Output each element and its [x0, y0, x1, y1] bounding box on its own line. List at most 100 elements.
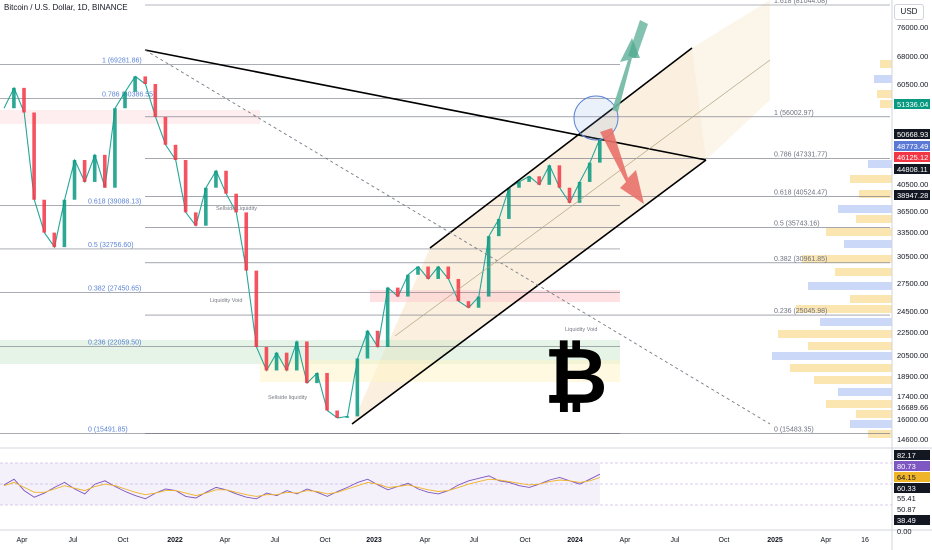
- price-candle: [517, 181, 521, 188]
- price-candle: [537, 176, 541, 185]
- price-candle: [32, 112, 36, 200]
- price-candle: [547, 165, 552, 185]
- time-axis-label: Apr: [420, 537, 432, 544]
- price-candle: [395, 287, 400, 297]
- currency-button[interactable]: USD: [894, 4, 924, 20]
- fib-label-right: 0.618 (40524.47): [774, 190, 827, 197]
- price-axis-label: 24500.00: [897, 307, 928, 316]
- price-candle: [214, 170, 218, 188]
- chart-annotation: Liquidity Void: [565, 327, 597, 333]
- volume-profile-bar: [790, 364, 892, 372]
- price-candle: [234, 193, 238, 213]
- volume-profile-bar: [874, 75, 892, 83]
- highlight-circle: [573, 95, 619, 141]
- price-tag-label: 48773.49: [897, 142, 928, 151]
- fib-label-right: 0.236 (25045.98): [774, 308, 827, 315]
- price-candle: [587, 162, 592, 182]
- price-candle: [375, 330, 380, 348]
- liquidity-zone: [260, 360, 620, 382]
- time-axis-label: Jul: [671, 537, 680, 544]
- rsi-tag-label: 80.73: [897, 462, 916, 471]
- time-axis-label: Jul: [470, 537, 479, 544]
- price-candle: [103, 154, 107, 188]
- volume-profile-bar: [844, 240, 892, 248]
- volume-profile-bar: [814, 376, 892, 384]
- price-candle: [193, 212, 198, 226]
- channel-upper-line: [429, 47, 693, 249]
- price-candle: [224, 170, 228, 194]
- fib-label-right: 1.618 (81044.08): [774, 0, 827, 5]
- price-axis-label: 17400.00: [897, 392, 928, 401]
- price-candle: [345, 416, 350, 418]
- price-tag: [894, 141, 930, 151]
- volume-profile-bar: [835, 268, 892, 276]
- price-candle: [436, 266, 440, 279]
- price-tag: [894, 190, 930, 200]
- price-axis-label: 27500.00: [897, 279, 928, 288]
- price-axis-label: 14600.00: [897, 435, 928, 444]
- price-axis-label: 22500.00: [897, 328, 928, 337]
- price-candle: [567, 187, 572, 203]
- volume-profile-bar: [850, 420, 892, 428]
- rsi-ma-line: [3, 477, 601, 497]
- price-candle: [72, 160, 77, 200]
- price-candle: [254, 270, 259, 348]
- price-candle: [557, 165, 562, 188]
- volume-profile-bar: [850, 175, 892, 183]
- price-candle: [183, 160, 188, 213]
- price-axis-label: 40500.00: [897, 180, 928, 189]
- time-axis-label: Apr: [220, 537, 232, 544]
- price-candle: [305, 341, 309, 384]
- bitcoin-logo-icon: ₿: [544, 332, 608, 422]
- price-tag-label: 44808.11: [897, 165, 928, 174]
- price-candle: [52, 232, 57, 248]
- fib-label-left: 0.382 (27450.65): [88, 285, 141, 292]
- price-candle: [466, 301, 471, 308]
- volume-profile-bar: [808, 282, 892, 290]
- volume-profile-bar: [802, 255, 892, 263]
- price-axis-label: 68000.00: [897, 52, 928, 61]
- price-candle: [143, 76, 148, 84]
- time-axis-label: Apr: [17, 537, 29, 544]
- fib-label-left: 1 (69281.86): [102, 57, 142, 64]
- volume-profile-bar: [778, 330, 892, 338]
- price-candle: [355, 358, 360, 417]
- bearish-arrow-icon: [600, 128, 644, 204]
- volume-profile-bar: [856, 215, 892, 223]
- volume-profile-bar: [826, 400, 892, 408]
- volume-profile-bar: [868, 160, 892, 168]
- price-axis-label: 60500.00: [897, 80, 928, 89]
- chart-annotation: Sellside liquidity: [268, 395, 307, 401]
- price-candle: [264, 347, 269, 371]
- rsi-tag: [894, 472, 930, 482]
- price-candle: [527, 176, 531, 182]
- price-candle: [12, 87, 16, 109]
- rsi-axis-label: 55.41: [897, 494, 916, 503]
- volume-profile-bar: [856, 410, 892, 418]
- price-candle: [577, 181, 582, 203]
- fib-label-right: 0.5 (35743.16): [774, 220, 820, 227]
- chart-annotation: Sellside Liquidity: [216, 206, 257, 212]
- volume-profile-bar: [859, 190, 892, 198]
- price-candle: [173, 144, 178, 161]
- fib-label-right: 0 (15483.35): [774, 427, 814, 434]
- price-candle: [365, 330, 370, 359]
- price-axis-label: 16689.66: [897, 403, 928, 412]
- price-candle: [274, 352, 279, 371]
- price-candle: [335, 410, 339, 418]
- time-axis-label: 2024: [567, 537, 583, 544]
- time-axis-label: 2023: [366, 537, 382, 544]
- rsi-tag-label: 64.15: [897, 473, 916, 482]
- volume-profile-bar: [796, 305, 892, 313]
- price-candle: [325, 372, 329, 411]
- price-candle: [426, 266, 430, 279]
- volume-profile-bar: [877, 90, 892, 98]
- price-tag-label: 46125.12: [897, 153, 928, 162]
- price-tag: [894, 99, 930, 109]
- time-axis-label: 16: [861, 537, 869, 544]
- rsi-axis-label: 0.00: [897, 527, 912, 536]
- volume-profile-bar: [820, 318, 892, 326]
- bullish-arrow-small-icon: [628, 20, 648, 58]
- volume-profile-bar: [880, 60, 892, 68]
